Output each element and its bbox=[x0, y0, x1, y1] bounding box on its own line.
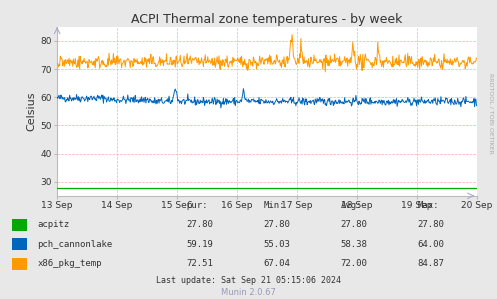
Text: 84.87: 84.87 bbox=[417, 259, 444, 268]
Text: 72.51: 72.51 bbox=[186, 259, 213, 268]
Text: pch_cannonlake: pch_cannonlake bbox=[37, 240, 112, 249]
Title: ACPI Thermal zone temperatures - by week: ACPI Thermal zone temperatures - by week bbox=[131, 13, 403, 26]
Text: acpitz: acpitz bbox=[37, 220, 70, 229]
Text: Last update: Sat Sep 21 05:15:06 2024: Last update: Sat Sep 21 05:15:06 2024 bbox=[156, 276, 341, 285]
Text: 55.03: 55.03 bbox=[263, 240, 290, 249]
Text: Min:: Min: bbox=[263, 201, 285, 210]
Text: 27.80: 27.80 bbox=[340, 220, 367, 229]
Text: Max:: Max: bbox=[417, 201, 439, 210]
Text: Munin 2.0.67: Munin 2.0.67 bbox=[221, 289, 276, 298]
Text: 27.80: 27.80 bbox=[186, 220, 213, 229]
Text: RRDTOOL / TOBI OETIKER: RRDTOOL / TOBI OETIKER bbox=[488, 73, 493, 154]
Text: Cur:: Cur: bbox=[186, 201, 208, 210]
Text: 64.00: 64.00 bbox=[417, 240, 444, 249]
Text: Avg:: Avg: bbox=[340, 201, 362, 210]
Y-axis label: Celsius: Celsius bbox=[26, 91, 36, 131]
Text: 58.38: 58.38 bbox=[340, 240, 367, 249]
Text: 27.80: 27.80 bbox=[417, 220, 444, 229]
Text: 27.80: 27.80 bbox=[263, 220, 290, 229]
Text: 72.00: 72.00 bbox=[340, 259, 367, 268]
Text: 67.04: 67.04 bbox=[263, 259, 290, 268]
Text: x86_pkg_temp: x86_pkg_temp bbox=[37, 259, 102, 268]
Text: 59.19: 59.19 bbox=[186, 240, 213, 249]
